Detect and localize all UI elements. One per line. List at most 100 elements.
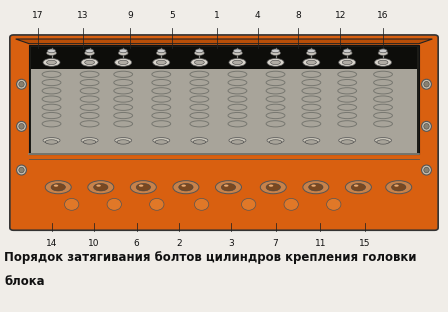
Ellipse shape <box>309 183 323 191</box>
Ellipse shape <box>153 59 170 66</box>
Ellipse shape <box>233 49 241 53</box>
Ellipse shape <box>45 181 71 194</box>
Ellipse shape <box>215 181 241 194</box>
Ellipse shape <box>269 184 273 187</box>
Ellipse shape <box>153 138 170 143</box>
Ellipse shape <box>65 198 79 210</box>
Ellipse shape <box>305 140 318 144</box>
Ellipse shape <box>156 51 166 56</box>
Ellipse shape <box>229 59 246 66</box>
Ellipse shape <box>17 165 26 175</box>
Ellipse shape <box>341 140 353 144</box>
Ellipse shape <box>81 138 98 143</box>
Ellipse shape <box>43 59 60 66</box>
Ellipse shape <box>354 184 358 187</box>
FancyBboxPatch shape <box>10 35 438 230</box>
Ellipse shape <box>83 140 96 144</box>
Text: 2: 2 <box>177 239 182 248</box>
Ellipse shape <box>139 184 143 187</box>
Bar <box>31 66 417 153</box>
Ellipse shape <box>267 59 284 66</box>
Text: блока: блока <box>4 275 45 288</box>
Text: 7: 7 <box>273 239 278 248</box>
Ellipse shape <box>392 183 406 191</box>
Ellipse shape <box>43 138 60 143</box>
Bar <box>29 45 419 154</box>
Ellipse shape <box>85 60 95 65</box>
Ellipse shape <box>54 184 58 187</box>
Ellipse shape <box>195 49 203 53</box>
Ellipse shape <box>155 140 168 144</box>
Ellipse shape <box>19 124 24 129</box>
Ellipse shape <box>157 49 165 53</box>
Text: 13: 13 <box>77 11 89 20</box>
Ellipse shape <box>47 49 56 53</box>
Ellipse shape <box>375 59 392 66</box>
Ellipse shape <box>88 181 114 194</box>
Ellipse shape <box>194 198 209 210</box>
Ellipse shape <box>233 51 242 56</box>
Ellipse shape <box>193 140 206 144</box>
Ellipse shape <box>424 124 429 129</box>
Ellipse shape <box>173 181 199 194</box>
Ellipse shape <box>271 49 280 53</box>
Text: 9: 9 <box>127 11 133 20</box>
Text: 8: 8 <box>295 11 301 20</box>
Ellipse shape <box>51 183 65 191</box>
Text: 16: 16 <box>377 11 389 20</box>
Ellipse shape <box>260 181 286 194</box>
Ellipse shape <box>379 49 387 53</box>
Text: 11: 11 <box>314 239 326 248</box>
Ellipse shape <box>115 138 132 143</box>
Ellipse shape <box>306 60 316 65</box>
Ellipse shape <box>269 140 282 144</box>
Ellipse shape <box>303 181 329 194</box>
Ellipse shape <box>224 184 228 187</box>
Ellipse shape <box>86 49 94 53</box>
Text: 14: 14 <box>46 239 57 248</box>
Ellipse shape <box>378 60 388 65</box>
Text: 5: 5 <box>170 11 175 20</box>
Ellipse shape <box>303 138 320 143</box>
Ellipse shape <box>327 198 341 210</box>
Ellipse shape <box>115 59 132 66</box>
Text: 17: 17 <box>32 11 44 20</box>
Text: 12: 12 <box>335 11 346 20</box>
Ellipse shape <box>19 167 24 173</box>
Ellipse shape <box>81 59 98 66</box>
Ellipse shape <box>271 60 280 65</box>
Ellipse shape <box>118 60 128 65</box>
Ellipse shape <box>150 198 164 210</box>
Ellipse shape <box>424 81 429 87</box>
Ellipse shape <box>194 51 204 56</box>
Ellipse shape <box>266 183 280 191</box>
Text: 15: 15 <box>359 239 371 248</box>
Text: 6: 6 <box>134 239 139 248</box>
Ellipse shape <box>221 183 236 191</box>
Ellipse shape <box>378 51 388 56</box>
Ellipse shape <box>96 184 101 187</box>
Ellipse shape <box>342 60 352 65</box>
Ellipse shape <box>424 167 429 173</box>
Ellipse shape <box>394 184 399 187</box>
Text: 1: 1 <box>215 11 220 20</box>
Ellipse shape <box>181 184 186 187</box>
Text: Порядок затягивания болтов цилиндров крепления головки: Порядок затягивания болтов цилиндров кре… <box>4 251 417 264</box>
Ellipse shape <box>194 60 204 65</box>
Ellipse shape <box>422 165 431 175</box>
Ellipse shape <box>45 140 58 144</box>
Ellipse shape <box>339 138 356 143</box>
Ellipse shape <box>339 59 356 66</box>
Ellipse shape <box>94 183 108 191</box>
Text: 10: 10 <box>88 239 100 248</box>
Bar <box>31 47 417 69</box>
Ellipse shape <box>118 51 128 56</box>
Ellipse shape <box>130 181 156 194</box>
Text: 4: 4 <box>255 11 260 20</box>
Ellipse shape <box>19 81 24 87</box>
Ellipse shape <box>422 79 431 89</box>
Ellipse shape <box>345 181 371 194</box>
Ellipse shape <box>17 121 26 131</box>
Ellipse shape <box>136 183 151 191</box>
Ellipse shape <box>179 183 193 191</box>
